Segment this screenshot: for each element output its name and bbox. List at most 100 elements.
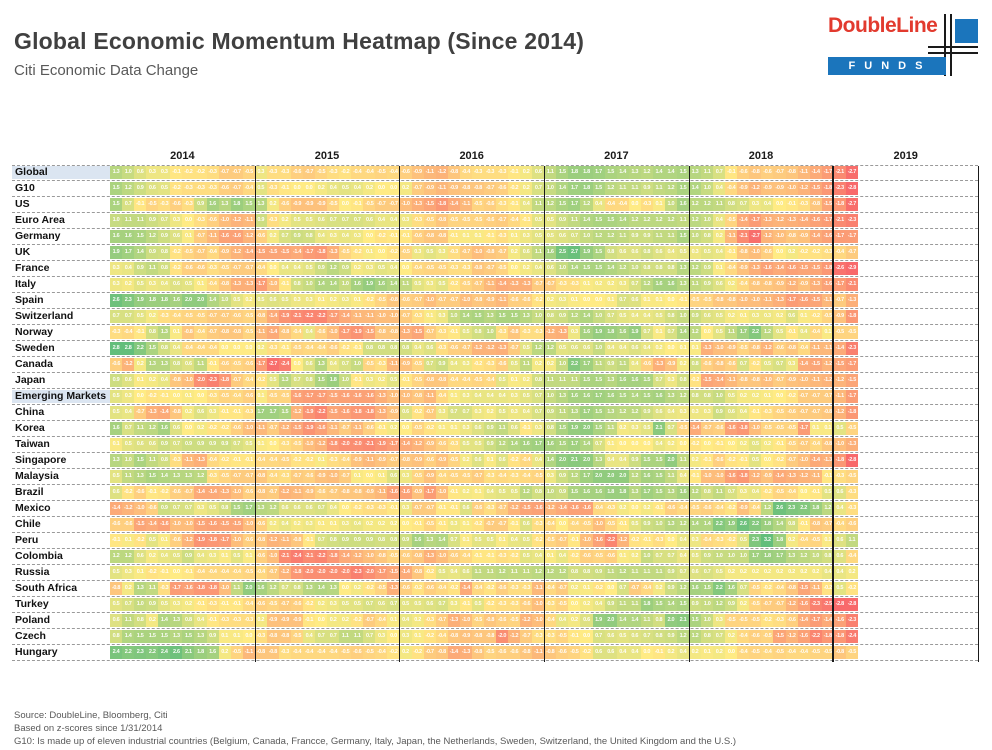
- heatmap-cell: -0.4: [230, 390, 243, 403]
- heatmap-cell: 0.0: [628, 198, 641, 211]
- heatmap-cell: -0.4: [242, 374, 255, 387]
- heatmap-cell: -0.2: [749, 358, 762, 371]
- heatmap-cell: -0.5: [399, 246, 412, 259]
- heatmap-cell: 0.5: [110, 406, 123, 419]
- heatmap-cell: -1.5: [797, 582, 810, 595]
- heatmap-cell: [954, 470, 966, 483]
- heatmap-cell: -0.7: [423, 406, 436, 419]
- heatmap-cell: 1.2: [652, 214, 665, 227]
- heatmap-cell: 0.0: [399, 262, 412, 275]
- heatmap-cell: 0.1: [387, 614, 400, 627]
- heatmap-cell: 2.0: [616, 470, 629, 483]
- heatmap-cell: [870, 550, 882, 563]
- heatmap-cell: 0.5: [459, 438, 472, 451]
- heatmap-cell: [906, 374, 918, 387]
- heatmap-cell: 1.0: [592, 310, 605, 323]
- heatmap-cell: 0.7: [423, 358, 436, 371]
- heatmap-row: Peru -0.1 0.1 -0.2 0.5 0.1 -0.6 -1.2 -1.9 -1.8 -1.…: [12, 534, 978, 550]
- heatmap-cell: 1.4: [568, 262, 581, 275]
- heatmap-cell: [894, 390, 906, 403]
- heatmap-cell: [966, 358, 978, 371]
- heatmap-cell: -0.5: [821, 646, 834, 659]
- heatmap-cell: [906, 182, 918, 195]
- heatmap-cell: 2.2: [568, 358, 581, 371]
- heatmap-cell: [906, 310, 918, 323]
- heatmap-cell: [954, 262, 966, 275]
- heatmap-cell: 0.1: [435, 422, 448, 435]
- heatmap-cell: -0.8: [110, 582, 123, 595]
- heatmap-cell: -1.4: [809, 454, 822, 467]
- heatmap-cell: 2.6: [737, 518, 750, 531]
- heatmap-cell: -0.4: [713, 502, 726, 515]
- heatmap-cell: 1.1: [532, 246, 545, 259]
- heatmap-cell: -0.3: [761, 406, 774, 419]
- heatmap-cell: [894, 166, 906, 179]
- heatmap-cell: -1.6: [797, 294, 810, 307]
- heatmap-cell: [918, 246, 930, 259]
- heatmap-cell: 1.1: [652, 566, 665, 579]
- heatmap-cell: 1.5: [556, 198, 569, 211]
- heatmap-cell: 0.4: [532, 262, 545, 275]
- heatmap-cell: -1.2: [483, 342, 496, 355]
- heatmap-cell: -2.1: [278, 550, 291, 563]
- heatmap-cell: 0.5: [182, 278, 195, 291]
- heatmap-cell: [870, 630, 882, 643]
- heatmap-cell: 0.4: [628, 358, 641, 371]
- heatmap-cell: 0.8: [387, 342, 400, 355]
- heatmap-cell: [858, 518, 870, 531]
- heatmap-cell: -0.8: [218, 278, 231, 291]
- heatmap-cell: -0.5: [459, 470, 472, 483]
- heatmap-cell: 0.2: [652, 582, 665, 595]
- heatmap-cell: 0.8: [158, 454, 171, 467]
- heatmap-cell: 0.1: [737, 310, 750, 323]
- heatmap-cell: 1.6: [676, 486, 689, 499]
- heatmap-cell: 0.9: [315, 262, 328, 275]
- heatmap-cell: 0.9: [206, 630, 219, 643]
- heatmap-cell: [966, 278, 978, 291]
- heatmap-cell: -0.4: [761, 646, 774, 659]
- heatmap-cell: [966, 454, 978, 467]
- heatmap-cell: [954, 646, 966, 659]
- heatmap-cell: -1.2: [749, 182, 762, 195]
- heatmap-cell: 0.2: [483, 406, 496, 419]
- heatmap-cell: 0.4: [303, 630, 316, 643]
- row-label: South Africa: [15, 582, 78, 594]
- heatmap-cell: -1.8: [821, 182, 834, 195]
- heatmap-cell: 0.5: [411, 598, 424, 611]
- heatmap-cell: -0.5: [423, 262, 436, 275]
- heatmap-cell: 1.6: [544, 438, 557, 451]
- heatmap-cell: 1.6: [616, 374, 629, 387]
- heatmap-cell: [906, 422, 918, 435]
- heatmap-cell: -0.2: [303, 598, 316, 611]
- heatmap-cell: [942, 166, 954, 179]
- heatmap-cell: -1.6: [821, 278, 834, 291]
- heatmap-cell: -0.8: [411, 390, 424, 403]
- heatmap-cell: 0.8: [327, 534, 340, 547]
- heatmap-cell: -1.4: [713, 374, 726, 387]
- heatmap-cell: -2.6: [833, 262, 846, 275]
- heatmap-cell: 0.8: [303, 230, 316, 243]
- heatmap-cell: 0.2: [218, 646, 231, 659]
- heatmap-cell: [966, 198, 978, 211]
- heatmap-cell: -0.1: [652, 646, 665, 659]
- heatmap-cell: 1.2: [713, 598, 726, 611]
- heatmap-cell: 0.4: [170, 342, 183, 355]
- heatmap-cell: -1.1: [496, 294, 509, 307]
- heatmap-cell: 1.2: [628, 214, 641, 227]
- heatmap-cell: 1.7: [640, 486, 653, 499]
- heatmap-cell: 0.6: [122, 374, 135, 387]
- heatmap-cell: -2.1: [363, 438, 376, 451]
- row-label: Canada: [15, 358, 53, 370]
- heatmap-cell: -1.9: [351, 326, 364, 339]
- heatmap-cell: 0.6: [194, 406, 207, 419]
- heatmap-cell: 0.5: [423, 246, 436, 259]
- heatmap-cell: 0.4: [399, 614, 412, 627]
- heatmap-cell: -0.4: [483, 374, 496, 387]
- heatmap-cell: 1.1: [351, 630, 364, 643]
- heatmap-cell: -0.3: [556, 278, 569, 291]
- heatmap-cell: 1.3: [483, 310, 496, 323]
- heatmap-cell: -0.6: [520, 294, 533, 307]
- heatmap-cell: -1.9: [278, 310, 291, 323]
- heatmap-cell: [954, 454, 966, 467]
- heatmap-cell: 0.3: [616, 278, 629, 291]
